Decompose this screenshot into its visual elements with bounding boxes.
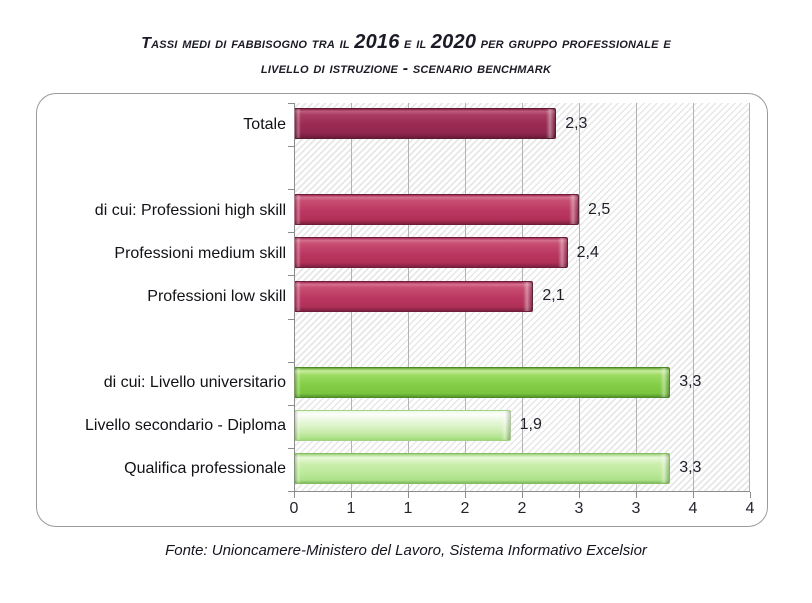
- x-axis-tick-label: 1: [346, 500, 356, 517]
- x-axis-tick-label: 4: [745, 500, 755, 517]
- y-axis-tick: [288, 103, 294, 104]
- x-axis-tick: [522, 492, 523, 498]
- category-label: Professioni medium skill: [114, 244, 286, 262]
- y-axis-tick: [288, 189, 294, 191]
- y-axis-tick: [288, 146, 294, 148]
- category-label: Qualifica professionale: [124, 460, 286, 478]
- x-axis-tick: [693, 492, 694, 498]
- chart-title: Tassi medi di fabbisogno tra il 2016 e i…: [0, 30, 812, 81]
- x-axis-tick: [294, 492, 295, 498]
- y-axis-tick: [288, 361, 294, 363]
- bar-crimson: [294, 194, 579, 226]
- bar-crimson: [294, 237, 568, 269]
- x-axis-tick-label: 3: [574, 500, 584, 517]
- gridline: [579, 103, 580, 491]
- bar-value-label: 2,4: [576, 243, 599, 261]
- x-axis-tick-label: 2: [460, 500, 470, 517]
- source-caption: Fonte: Unioncamere-Ministero del Lavoro,…: [165, 542, 647, 559]
- category-label: Professioni low skill: [147, 287, 286, 305]
- title-year-2016: 2016: [354, 31, 400, 53]
- y-axis-tick: [288, 404, 294, 406]
- bar-maroon: [294, 108, 557, 140]
- y-axis-tick: [288, 318, 294, 320]
- chart-title-line2: livello di istruzione - scenario benchma…: [0, 56, 812, 81]
- title-segment: e il: [404, 35, 427, 52]
- x-axis-tick-label: 4: [688, 500, 698, 517]
- title-segment: per gruppo professionale e: [480, 35, 671, 52]
- bar-crimson: [294, 280, 534, 312]
- chart-frame: 2,3 2,5 2,4 2,1 3,3 1,9 3,3 0 1 1 2 2 3 3 4 4 Totale di …: [36, 93, 768, 527]
- bar-value-label: 2,3: [565, 114, 588, 132]
- gridline: [636, 103, 637, 491]
- bar-value-label: 3,3: [679, 459, 702, 477]
- bar-palegreen: [294, 409, 511, 441]
- bar-green: [294, 366, 671, 398]
- x-axis-tick-label: 2: [517, 500, 527, 517]
- bar-value-label: 2,5: [588, 200, 611, 218]
- x-axis-tick: [408, 492, 409, 498]
- x-axis-tick: [579, 492, 580, 498]
- chart-title-line1: Tassi medi di fabbisogno tra il 2016 e i…: [0, 30, 812, 56]
- gridline: [749, 103, 750, 491]
- category-label: Livello secondario - Diploma: [85, 417, 286, 435]
- x-axis-tick: [465, 492, 466, 498]
- title-segment: livello di istruzione - scenario benchma…: [260, 60, 552, 77]
- y-axis-line: [294, 103, 295, 492]
- gridline: [693, 103, 694, 491]
- x-axis-tick-label: 0: [289, 500, 299, 517]
- y-axis-tick: [288, 232, 294, 234]
- y-axis-tick: [288, 447, 294, 449]
- title-year-2020: 2020: [430, 31, 477, 53]
- y-axis-tick: [288, 491, 294, 492]
- x-axis-tick: [636, 492, 637, 498]
- category-label: di cui: Livello universitario: [103, 374, 286, 392]
- plot-area: 2,3 2,5 2,4 2,1 3,3 1,9 3,3: [294, 103, 750, 492]
- bar-value-label: 2,1: [542, 287, 565, 304]
- bar-value-label: 3,3: [679, 373, 702, 391]
- x-axis-tick: [750, 492, 751, 498]
- category-label: Totale: [243, 115, 286, 133]
- category-label: di cui: Professioni high skill: [94, 201, 286, 219]
- bar-value-label: 1,9: [519, 416, 542, 434]
- title-segment: Tassi medi di fabbisogno tra il: [141, 35, 350, 52]
- bar-lightgreen: [294, 452, 671, 484]
- y-axis-tick: [288, 275, 294, 277]
- x-axis-tick: [351, 492, 352, 498]
- x-axis-tick-label: 1: [403, 500, 413, 517]
- x-axis-tick-label: 3: [631, 500, 641, 517]
